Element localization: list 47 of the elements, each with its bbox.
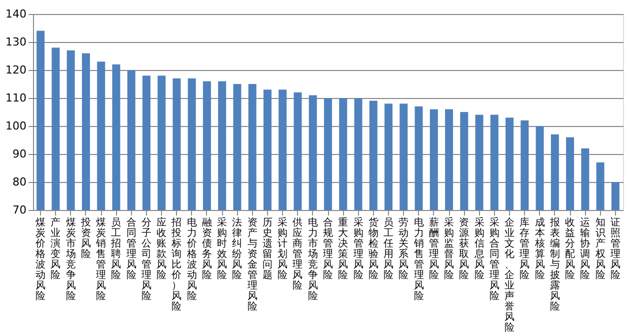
y-tick-label: 140 bbox=[6, 8, 26, 20]
y-tick-label: 130 bbox=[6, 36, 26, 48]
category-label: 企业文化、企业声誉风险 bbox=[504, 218, 515, 334]
x-tick-label: 成本核算风险 bbox=[534, 216, 545, 281]
x-tick-label: 电力市场竞争风险 bbox=[306, 216, 318, 302]
y-tick-label: 70 bbox=[12, 204, 26, 216]
x-tick-label: 供应商管理风险 bbox=[292, 218, 303, 292]
x-tick-label: 产业演变风险 bbox=[50, 216, 61, 281]
x-tick-label: 分子公司管理风险 bbox=[141, 216, 152, 302]
x-tick-label: 重大决策风险 bbox=[338, 216, 348, 281]
y-tick-label: 80 bbox=[12, 176, 26, 188]
x-tick-label: 劳动关系风险 bbox=[398, 216, 409, 281]
x-tick-label: 运输协调风险 bbox=[580, 216, 590, 281]
category-label: 报表编制与披露风险 bbox=[550, 218, 560, 312]
x-tick-label: 采购信息风险 bbox=[473, 216, 484, 281]
x-tick-label: 采购时效风险 bbox=[217, 216, 228, 281]
x-tick-label: 收益分配风险 bbox=[565, 218, 576, 281]
x-tick-label: 法律纠纷风险 bbox=[232, 216, 242, 281]
x-tick-label: 员工任用风险 bbox=[382, 218, 394, 281]
x-tick-label: 资源获取风险 bbox=[459, 216, 470, 281]
x-tick-label: 融资债务风险 bbox=[202, 216, 212, 281]
x-tick-label: 历史遗留问题 bbox=[262, 218, 272, 281]
y-tick-label: 110 bbox=[6, 92, 26, 104]
x-tick-label: 合同管理风险 bbox=[126, 216, 136, 281]
x-tick-label: 采购合同管理风险 bbox=[489, 216, 500, 302]
x-tick-label: 合规管理风险 bbox=[323, 216, 333, 281]
x-tick-label: 采购计划风险 bbox=[278, 216, 288, 281]
category-label: 招投标询比价）风险 bbox=[172, 218, 182, 312]
x-tick-label: 货物检验风险 bbox=[368, 216, 378, 281]
x-tick-label: 投资风险 bbox=[80, 216, 91, 260]
x-tick-label: 采购监督风险 bbox=[444, 216, 454, 281]
y-tick-label: 90 bbox=[12, 148, 26, 160]
x-tick-label: 煤炭销售管理风险 bbox=[95, 216, 106, 302]
x-tick-label: 煤炭市场竞争风险 bbox=[64, 216, 76, 302]
x-tick-label: 采购管理风险 bbox=[353, 216, 364, 281]
category-label: 资产与资金管理风险 bbox=[247, 218, 258, 312]
x-tick-label: 电力价格波动风险 bbox=[186, 216, 197, 302]
x-tick-label: 证照管理风险 bbox=[610, 216, 620, 281]
x-tick-label: 知识产权风险 bbox=[594, 216, 606, 281]
x-tick-label: 煤炭价格波动风险 bbox=[34, 216, 46, 302]
x-tick-label: 员工招聘风险 bbox=[110, 218, 122, 281]
y-tick-label: 100 bbox=[6, 120, 26, 132]
x-tick-label: 应收账款风险 bbox=[156, 216, 167, 281]
y-tick-label: 120 bbox=[6, 64, 26, 76]
x-tick-label: 库存管理风险 bbox=[520, 216, 530, 281]
x-tick-label: 薪酬管理风险 bbox=[428, 216, 439, 281]
x-tick-label: 电力销售管理风险 bbox=[412, 216, 424, 302]
